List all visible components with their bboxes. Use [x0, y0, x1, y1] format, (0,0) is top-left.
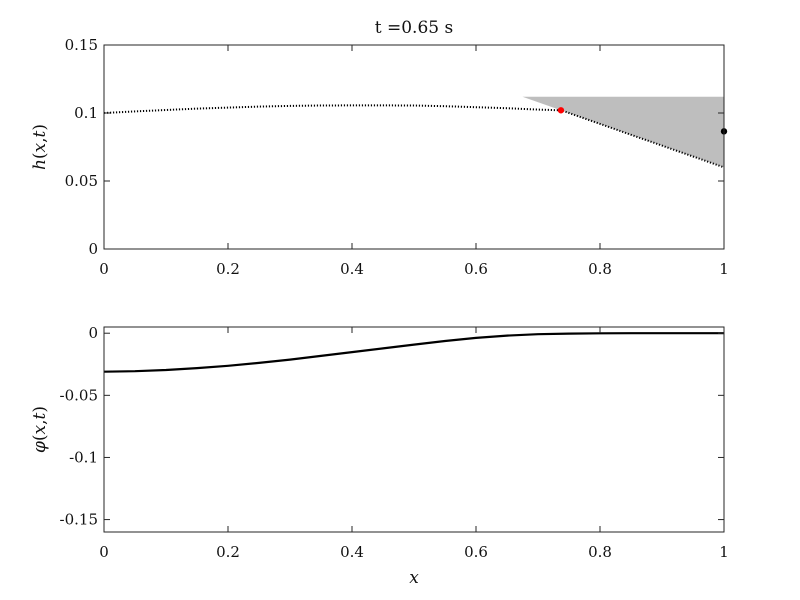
y-tick-label: 0.05	[65, 172, 98, 190]
y-tick-label: -0.1	[69, 448, 98, 466]
x-tick-label: 1	[719, 543, 729, 561]
x-tick-label: 0.6	[464, 260, 488, 278]
x-tick-label: 1	[719, 260, 729, 278]
x-tick-label: 0	[99, 260, 109, 278]
x-tick-label: 0	[99, 543, 109, 561]
data-point-0	[557, 107, 565, 114]
x-tick-label: 0.8	[588, 543, 612, 561]
y-tick-label: -0.05	[60, 386, 98, 404]
y-axis-label: h(x,t)	[30, 124, 50, 170]
y-tick-label: 0	[88, 240, 98, 258]
y-axis-label: φ(x,t)	[30, 406, 50, 453]
y-tick-label: 0.1	[74, 104, 98, 122]
axes-frame	[103, 44, 725, 250]
axes-frame	[103, 326, 725, 533]
x-axis-label: x	[409, 568, 419, 588]
height-axes: 0 0.2 0.4 0.6 0.8 1 0 0.05 0.1 0.15 h(x,t)	[30, 36, 729, 278]
x-tick-label: 0.6	[464, 543, 488, 561]
series-line-0	[103, 104, 725, 169]
y-tick-label: -0.15	[60, 511, 98, 529]
x-tick-label: 0.2	[216, 260, 240, 278]
figure-title: t =0.65 s	[375, 18, 453, 38]
y-tick-label: 0.15	[65, 36, 98, 54]
x-tick-label: 0.4	[340, 543, 364, 561]
series-line-0	[103, 332, 724, 373]
x-tick-label: 0.8	[588, 260, 612, 278]
y-tick-label: 0	[88, 324, 98, 342]
x-tick-label: 0.4	[340, 260, 364, 278]
x-tick-label: 0.2	[216, 543, 240, 561]
phi-axes: 0 0.2 0.4 0.6 0.8 1 0 -0.05 -0.1 -0.15 φ(x,t) x	[30, 324, 729, 588]
